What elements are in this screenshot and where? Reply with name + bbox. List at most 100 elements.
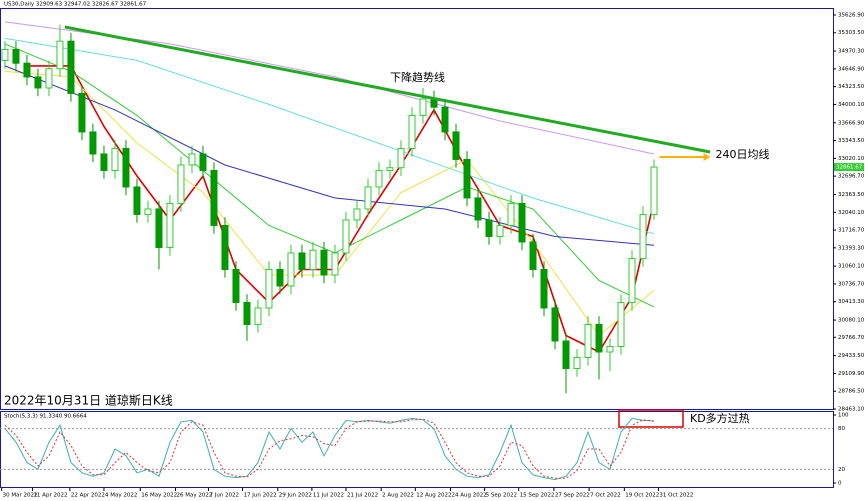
candle-body bbox=[331, 252, 339, 276]
y-tick-label: 30736.70 bbox=[838, 281, 865, 287]
stoch-line bbox=[4, 418, 655, 479]
candle-body bbox=[650, 166, 658, 215]
x-tick-label: 21 Jul 2022 bbox=[347, 493, 378, 499]
x-tick-label: 2 Aug 2022 bbox=[382, 493, 414, 499]
x-tick-label: 27 Sep 2022 bbox=[555, 493, 590, 499]
y-tick-label: 30413.30 bbox=[838, 299, 865, 305]
candle-body bbox=[210, 169, 218, 226]
y-tick-label: 34970.30 bbox=[838, 49, 865, 55]
stoch-header: Stoch(5,3,3) 91.3340 90.6664 bbox=[4, 414, 87, 420]
candle-body bbox=[67, 40, 75, 94]
candle-body bbox=[551, 307, 559, 342]
candle-body bbox=[34, 76, 42, 89]
y-tick-label: 0 bbox=[838, 481, 842, 487]
x-tick-label: 16 May 2022 bbox=[141, 493, 177, 499]
ma-line bbox=[4, 65, 655, 246]
y-tick-label: 34323.50 bbox=[838, 84, 865, 90]
candle-body bbox=[45, 68, 53, 89]
x-tick-label: 29 Jun 2022 bbox=[279, 493, 312, 499]
candle-body bbox=[452, 131, 460, 160]
candle-body bbox=[353, 208, 361, 221]
x-tick-label: 7 Jun 2022 bbox=[209, 493, 239, 499]
candle-body bbox=[265, 268, 273, 309]
candle-body bbox=[254, 307, 262, 325]
candle-body bbox=[89, 131, 97, 155]
candle-body bbox=[155, 208, 163, 248]
candle-body bbox=[298, 252, 306, 270]
x-tick-label: 12 Aug 2022 bbox=[416, 493, 451, 499]
x-tick-label: 22 Apr 2022 bbox=[71, 493, 105, 499]
x-tick-label: 30 Mar 2022 bbox=[3, 493, 38, 499]
candle-body bbox=[562, 340, 570, 369]
candle-body bbox=[243, 301, 251, 325]
ma240-label: 240日均线 bbox=[716, 147, 770, 161]
x-tick-label: 5 Sep 2022 bbox=[486, 493, 517, 499]
y-tick-label: 35303.50 bbox=[838, 30, 865, 36]
candle-body bbox=[78, 92, 86, 133]
candle-body bbox=[166, 202, 174, 248]
note: KD多方过热 bbox=[690, 411, 750, 425]
candle-body bbox=[375, 169, 383, 188]
candle-body bbox=[144, 208, 152, 215]
candle-body bbox=[419, 98, 427, 116]
candle-body bbox=[463, 158, 471, 199]
candle-body bbox=[628, 257, 636, 303]
y-tick-label: 34000.10 bbox=[838, 102, 865, 108]
y-tick-label: 20 bbox=[838, 467, 845, 473]
y-tick-label: 30080.10 bbox=[838, 318, 865, 324]
candle-body bbox=[221, 224, 229, 270]
y-tick-label: 28463.10 bbox=[838, 407, 865, 413]
candle-body bbox=[617, 301, 625, 347]
y-tick-label: 34646.90 bbox=[838, 66, 865, 72]
y-tick-label: 29109.90 bbox=[838, 371, 865, 377]
candle-body bbox=[133, 186, 141, 215]
arrow-head bbox=[703, 152, 711, 161]
candle-body bbox=[485, 219, 493, 237]
y-tick-label: 32696.70 bbox=[838, 174, 865, 180]
candle-body bbox=[540, 268, 548, 309]
main-panel bbox=[0, 8, 834, 410]
candle-body bbox=[507, 202, 515, 226]
x-tick-label: 4 May 2022 bbox=[105, 493, 137, 499]
candle-body bbox=[309, 249, 317, 270]
y-tick-label: 29766.70 bbox=[838, 335, 865, 341]
price-tag-bg bbox=[834, 163, 864, 172]
x-tick-label: 26 May 2022 bbox=[176, 493, 212, 499]
candle-body bbox=[1, 48, 9, 61]
y-tick-label: 33020.10 bbox=[838, 156, 865, 162]
candle-body bbox=[12, 48, 20, 64]
trend-label: 下降趋势线 bbox=[390, 70, 445, 84]
candle-body bbox=[397, 147, 405, 169]
candle-body bbox=[408, 114, 416, 149]
y-tick-label: 31393.30 bbox=[838, 245, 865, 251]
candle-body bbox=[606, 345, 614, 353]
candle-body bbox=[573, 356, 581, 369]
x-tick-label: 15 Sep 2022 bbox=[520, 493, 555, 499]
y-tick-label: 33343.50 bbox=[838, 138, 865, 144]
x-tick-label: 19 Oct 2022 bbox=[625, 493, 659, 499]
x-tick-label: 11 Apr 2022 bbox=[33, 493, 67, 499]
candle-body bbox=[441, 106, 449, 133]
chart-header: US30,Daily 32909.63 32947.02 32826.67 32… bbox=[4, 2, 147, 8]
y-tick-label: 29433.50 bbox=[838, 353, 865, 359]
y-tick-label: 31716.70 bbox=[838, 228, 865, 234]
candle-body bbox=[474, 197, 482, 221]
y-tick-label: 80 bbox=[838, 426, 845, 432]
candle-body bbox=[584, 323, 592, 358]
candle-body bbox=[639, 213, 647, 259]
candle-body bbox=[23, 62, 31, 78]
candle-body bbox=[232, 268, 240, 303]
price-tag: 32861.67 bbox=[836, 165, 863, 171]
candle-body bbox=[100, 153, 108, 171]
x-tick-label: 24 Aug 2022 bbox=[451, 493, 486, 499]
x-tick-label: 7 Oct 2022 bbox=[590, 493, 621, 499]
y-tick-label: 100 bbox=[838, 413, 849, 419]
y-tick-label: 32363.50 bbox=[838, 192, 865, 198]
candle-body bbox=[364, 186, 372, 210]
candle-body bbox=[518, 202, 526, 243]
candle-body bbox=[56, 40, 64, 70]
candle-body bbox=[287, 252, 295, 287]
x-tick-label: 17 Jun 2022 bbox=[244, 493, 277, 499]
